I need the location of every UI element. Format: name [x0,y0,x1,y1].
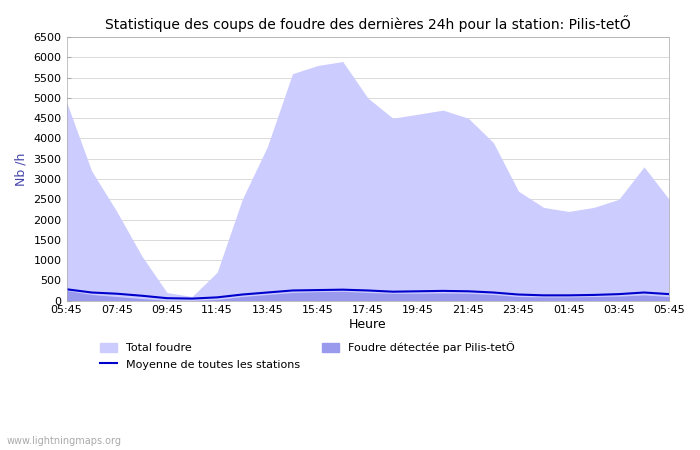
Legend: Total foudre, Moyenne de toutes les stations, Foudre détectée par Pilis-tetŐ: Total foudre, Moyenne de toutes les stat… [96,337,519,374]
Title: Statistique des coups de foudre des dernières 24h pour la station: Pilis-tetŐ: Statistique des coups de foudre des dern… [105,15,631,32]
Y-axis label: Nb /h: Nb /h [15,152,28,185]
X-axis label: Heure: Heure [349,318,386,331]
Text: www.lightningmaps.org: www.lightningmaps.org [7,436,122,446]
